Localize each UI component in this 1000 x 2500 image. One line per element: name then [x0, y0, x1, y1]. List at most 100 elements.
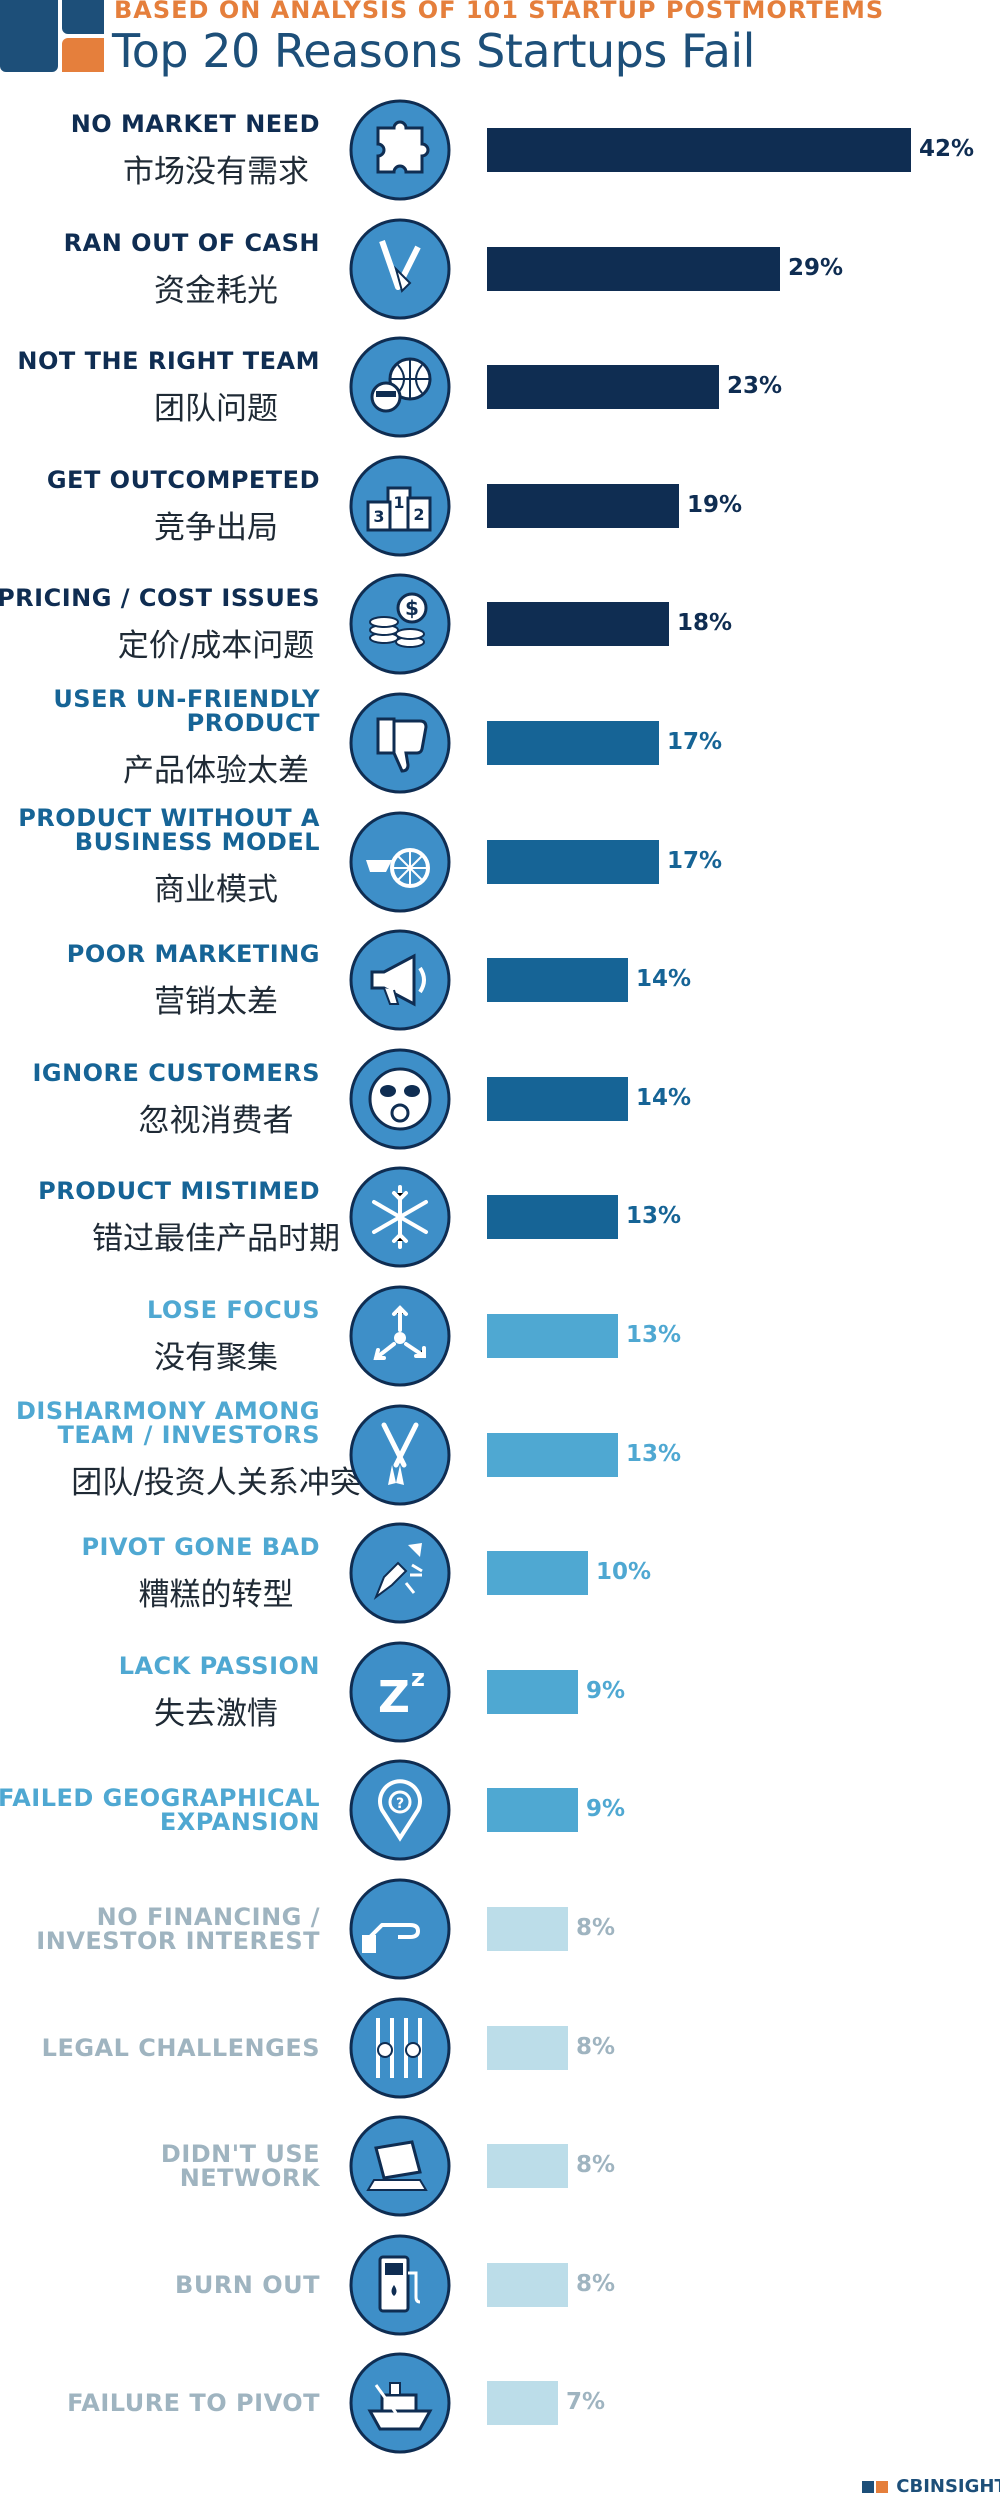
category-label-zh: 产品体验太差 [123, 753, 309, 789]
value-label: 14% [636, 1085, 692, 1111]
category-label-zh: 定价/成本问题 [117, 628, 315, 664]
header: BASED ON ANALYSIS OF 101 STARTUP POSTMOR… [0, 0, 1000, 80]
jail-icon [348, 1996, 452, 2100]
category-label-line: BURN OUT [175, 2271, 320, 2299]
bar-row: NO MARKET NEED 市场没有需求 42% [0, 91, 1000, 209]
broken-pencil-icon [348, 1521, 452, 1625]
bar-row: FAILED GEOGRAPHICAL EXPANSION? 9% [0, 1751, 1000, 1869]
bar [487, 128, 911, 172]
category-label-line: BUSINESS MODEL [74, 828, 320, 856]
cb-insights-logo-icon [0, 0, 104, 72]
puzzle-icon [348, 98, 452, 202]
team-globe-icon [348, 335, 452, 439]
bar-row: PRODUCT MISTIMED 错过最佳产品时期 13% [0, 1158, 1000, 1276]
category-label: BURN OUT [175, 2273, 320, 2297]
svg-text:$: $ [405, 596, 419, 620]
bar [487, 1433, 618, 1477]
category-label-line: INVESTOR INTEREST [36, 1927, 320, 1955]
category-label: NOT THE RIGHT TEAM [17, 349, 320, 373]
value-label: 18% [677, 610, 733, 636]
snowflake-icon [348, 1165, 452, 1269]
category-label-zh: 团队问题 [154, 391, 278, 427]
arrows-scatter-icon [348, 1284, 452, 1388]
category-label: POOR MARKETING [67, 942, 320, 966]
category-label: USER UN-FRIENDLY PRODUCT [53, 687, 320, 735]
bar-row: DIDN'T USE NETWORK 8% [0, 2107, 1000, 2225]
value-label: 8% [576, 2034, 616, 2060]
footer-brand: CBINSIGHTS [862, 2476, 1000, 2497]
value-label: 13% [626, 1322, 682, 1348]
category-label-line: PRICING / COST ISSUES [0, 584, 320, 612]
bar-row: LOSE FOCUS 没有聚集 13% [0, 1277, 1000, 1395]
gas-pump-icon [348, 2233, 452, 2337]
category-label-line: TEAM / INVESTORS [57, 1421, 320, 1449]
category-label: PRODUCT MISTIMED [38, 1179, 320, 1203]
category-label-line: PIVOT GONE BAD [81, 1533, 320, 1561]
bar-row: PIVOT GONE BAD 糟糕的转型 10% [0, 1514, 1000, 1632]
ship-icon [348, 2351, 452, 2455]
category-label: FAILED GEOGRAPHICAL EXPANSION [0, 1786, 320, 1834]
coins-icon: $ [348, 572, 452, 676]
category-label-zh: 错过最佳产品时期 [92, 1221, 340, 1257]
bar-row: NO FINANCING / INVESTOR INTEREST 8% [0, 1870, 1000, 1988]
empty-pocket-icon [348, 217, 452, 321]
hand-icon [348, 1877, 452, 1981]
footer-brand-text: CBINSIGHTS [896, 2476, 1000, 2497]
chart-title: Top 20 Reasons Startups Fail [112, 24, 755, 78]
category-label: GET OUTCOMPETED [47, 468, 320, 492]
bar [487, 2026, 568, 2070]
bar [487, 2263, 568, 2307]
category-label-line: PRODUCT WITHOUT A [18, 804, 320, 832]
laptop-icon [348, 2114, 452, 2218]
bar [487, 721, 659, 765]
category-label-zh: 忽视消费者 [138, 1103, 294, 1139]
category-label: NO MARKET NEED [71, 112, 320, 136]
value-label: 8% [576, 2271, 616, 2297]
svg-text:Z: Z [378, 1672, 410, 1723]
category-label-line: LEGAL CHALLENGES [41, 2034, 320, 2062]
bar-row: USER UN-FRIENDLY PRODUCT 产品体验太差 17% [0, 684, 1000, 802]
category-label-line: NO MARKET NEED [70, 110, 320, 138]
category-label-line: USER UN-FRIENDLY [53, 685, 320, 713]
category-label-zh: 糟糕的转型 [138, 1577, 294, 1613]
value-label: 9% [586, 1796, 626, 1822]
category-label: LOSE FOCUS [147, 1298, 320, 1322]
bar-row: LEGAL CHALLENGES 8% [0, 1989, 1000, 2107]
bar [487, 2381, 558, 2425]
category-label: RAN OUT OF CASH [64, 231, 320, 255]
category-label-line: RAN OUT OF CASH [63, 229, 320, 257]
value-label: 10% [596, 1559, 652, 1585]
svg-text:z: z [411, 1664, 425, 1692]
category-label-zh: 商业模式 [154, 872, 278, 908]
category-label-zh: 团队/投资人关系冲突 [71, 1465, 361, 1501]
value-label: 8% [576, 1915, 616, 1941]
bar-row: NOT THE RIGHT TEAM 团队问题 23% [0, 328, 1000, 446]
category-label: IGNORE CUSTOMERS [32, 1061, 320, 1085]
bar [487, 840, 659, 884]
bar [487, 958, 628, 1002]
value-label: 7% [566, 2389, 606, 2415]
bar [487, 1788, 578, 1832]
category-label: FAILURE TO PIVOT [67, 2391, 320, 2415]
footer-logo-icon [862, 2481, 874, 2493]
thumbs-down-icon [348, 691, 452, 795]
category-label-line: NETWORK [179, 2164, 320, 2192]
category-label-zh: 营销太差 [154, 984, 278, 1020]
bar-row: PRICING / COST ISSUES 定价/成本问题 $18% [0, 565, 1000, 683]
value-label: 29% [788, 255, 844, 281]
map-pin-icon: ? [348, 1758, 452, 1862]
bar [487, 2144, 568, 2188]
category-label-zh: 失去激情 [154, 1696, 278, 1732]
bar-row: DISHARMONY AMONG TEAM / INVESTORS 团队/投资人关系… [0, 1396, 1000, 1514]
bar-row: POOR MARKETING 营销太差 14% [0, 921, 1000, 1039]
bar-row: PRODUCT WITHOUT A BUSINESS MODEL 商业模式 17% [0, 803, 1000, 921]
category-label-line: LACK PASSION [118, 1652, 320, 1680]
category-label-line: EXPANSION [159, 1808, 320, 1836]
category-label-line: LOSE FOCUS [146, 1296, 320, 1324]
bar [487, 1314, 618, 1358]
category-label-line: NOT THE RIGHT TEAM [17, 347, 320, 375]
value-label: 13% [626, 1441, 682, 1467]
category-label: LEGAL CHALLENGES [42, 2036, 320, 2060]
